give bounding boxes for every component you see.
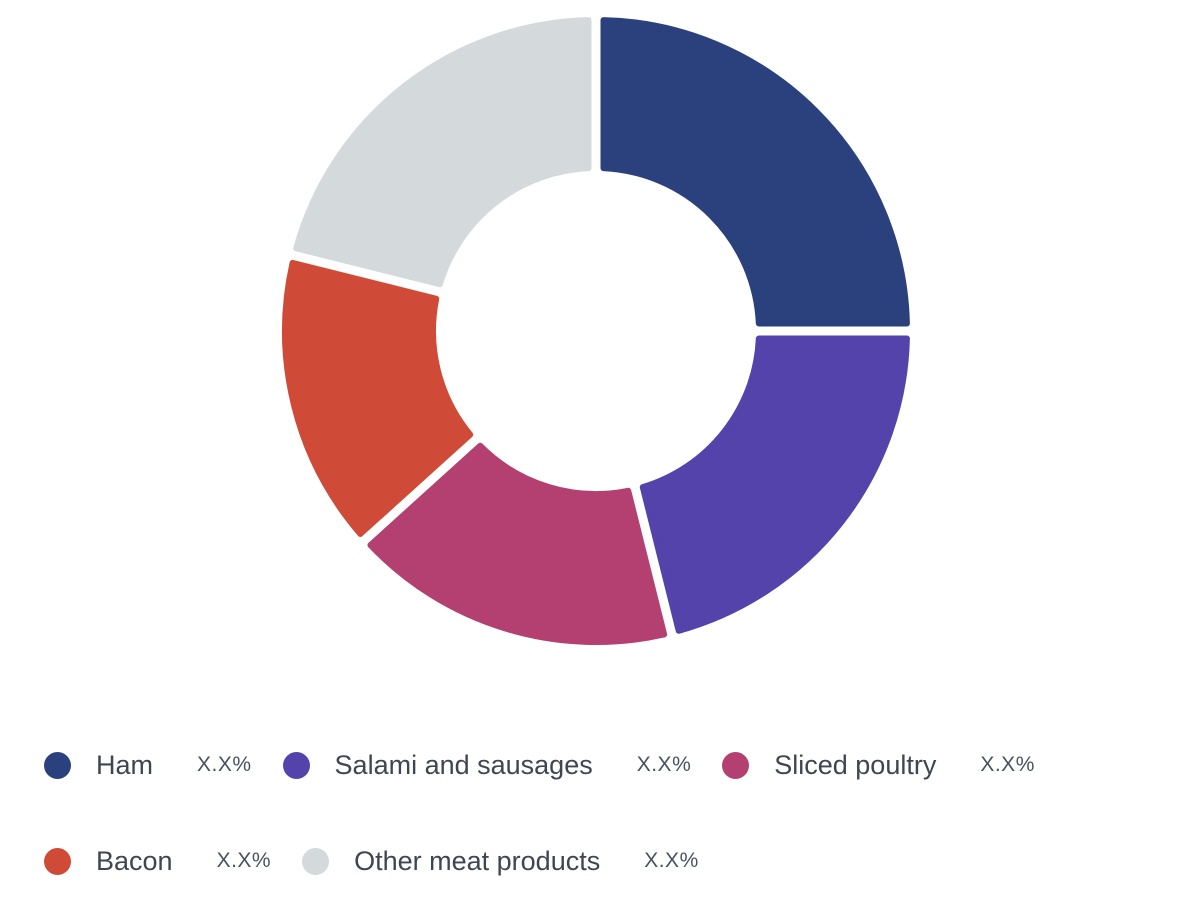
legend-row: Ham X.X% Salami and sausages X.X% Sliced pou… [44, 748, 1164, 782]
legend-item-sliced-poultry[interactable]: Sliced poultry X.X% [722, 748, 1035, 782]
legend-swatch-icon [722, 751, 750, 779]
legend-row: Bacon X.X% Other meat products X.X% [44, 844, 1164, 878]
donut-slice-salami-and-sausages[interactable] [639, 335, 910, 634]
legend-item-bacon[interactable]: Bacon X.X% [44, 844, 271, 878]
legend-swatch-icon [282, 751, 310, 779]
legend-value: X.X% [197, 753, 252, 776]
legend-value: X.X% [644, 849, 699, 872]
legend-item-ham[interactable]: Ham X.X% [44, 748, 252, 782]
legend-swatch-icon [302, 847, 330, 875]
legend-label: Sliced poultry [774, 750, 937, 780]
legend-swatch-icon [44, 751, 71, 779]
legend-label: Ham [96, 750, 154, 780]
donut-slice-sliced-poultry[interactable] [367, 442, 668, 645]
legend-label: Salami and sausages [334, 750, 593, 780]
donut-slice-bacon[interactable] [282, 259, 474, 537]
donut-chart [282, 17, 910, 645]
legend-item-salami-and-sausages[interactable]: Salami and sausages X.X% [282, 748, 692, 782]
donut-slice-other-meat-products[interactable] [293, 17, 592, 288]
legend-value: X.X% [980, 753, 1035, 776]
donut-slice-ham[interactable] [600, 17, 910, 327]
legend-value: X.X% [216, 849, 272, 872]
legend-swatch-icon [44, 847, 71, 875]
legend-item-other-meat-products[interactable]: Other meat products X.X% [302, 844, 699, 878]
legend-label: Other meat products [354, 846, 601, 876]
legend-label: Bacon [96, 846, 173, 876]
legend-value: X.X% [636, 753, 692, 776]
chart-legend: Ham X.X% Salami and sausages X.X% Sliced pou… [44, 748, 1164, 878]
